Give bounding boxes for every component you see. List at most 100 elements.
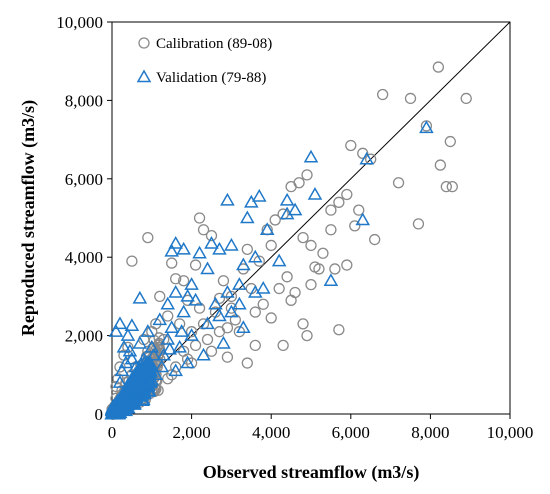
data-point (142, 231, 154, 244)
data-point (204, 235, 219, 249)
data-point (116, 390, 132, 404)
data-point (160, 296, 176, 310)
data-point (188, 292, 203, 306)
data-point (108, 324, 124, 337)
data-point (236, 320, 251, 334)
data-point (197, 224, 210, 236)
data-point (355, 212, 371, 226)
data-point (112, 316, 128, 330)
data-point (271, 253, 287, 267)
data-point (359, 151, 375, 165)
data-point (124, 371, 140, 384)
data-point (287, 202, 303, 216)
data-point (216, 335, 231, 349)
data-point (208, 296, 223, 310)
data-point (164, 320, 179, 334)
series-calibration (106, 61, 472, 420)
data-point (440, 180, 452, 193)
data-point (124, 351, 140, 365)
data-point (200, 316, 215, 330)
data-point (164, 243, 179, 257)
data-point (184, 277, 199, 290)
data-point (201, 333, 214, 346)
y-axis-title: Reproduced streamflow (m3/s) (18, 100, 39, 336)
data-point (124, 318, 140, 332)
data-point (265, 239, 277, 252)
legend-marker (136, 69, 152, 83)
data-point (114, 363, 130, 377)
data-point (333, 196, 345, 208)
data-point (205, 345, 218, 357)
data-point (162, 341, 178, 355)
data-point (241, 357, 253, 369)
data-point (329, 263, 341, 275)
data-point (104, 406, 120, 420)
data-point (138, 357, 154, 371)
data-point (341, 188, 353, 201)
data-point (168, 363, 183, 377)
data-point (205, 229, 218, 242)
data-point (244, 194, 259, 208)
data-point (193, 212, 206, 224)
x-tick-label: 10,000 (487, 423, 534, 442)
reference-line-group (111, 21, 511, 415)
data-point (333, 324, 345, 336)
data-point (297, 231, 309, 244)
data-point (240, 210, 255, 224)
x-tick-label: 2,000 (172, 423, 210, 442)
data-point (307, 186, 323, 200)
x-tick-label: 6,000 (332, 423, 370, 442)
data-point (229, 314, 242, 326)
data-point (168, 235, 183, 249)
data-point (132, 386, 148, 400)
plot-frame (111, 21, 511, 415)
data-point (285, 294, 297, 306)
data-point (162, 373, 174, 385)
data-point (110, 394, 126, 408)
y-tick-label: 8,000 (65, 91, 103, 110)
x-tick-label: 0 (108, 423, 117, 442)
data-point (112, 375, 128, 388)
data-point (273, 282, 285, 295)
data-point (212, 308, 227, 322)
data-point (224, 237, 239, 251)
data-point (189, 339, 202, 352)
data-point (255, 281, 271, 294)
data-point (154, 359, 170, 373)
data-point (162, 310, 174, 322)
data-point (357, 147, 369, 159)
x-axis-title: Observed streamflow (m3/s) (203, 462, 420, 483)
legend-label: Calibration (89-08) (156, 36, 272, 52)
data-point (153, 332, 165, 344)
y-tick-label: 2,000 (65, 327, 103, 346)
data-point (122, 343, 138, 357)
data-point (376, 88, 389, 101)
data-point (249, 306, 261, 318)
data-point (185, 326, 198, 338)
data-point (325, 204, 337, 216)
data-point (432, 61, 445, 73)
data-point (184, 328, 199, 341)
data-point (257, 298, 269, 310)
data-point (249, 339, 261, 352)
data-point (170, 273, 182, 285)
data-point (265, 312, 277, 324)
data-point (168, 284, 183, 298)
data-point (118, 355, 134, 369)
data-point (341, 259, 353, 271)
y-tick-label: 0 (95, 405, 104, 424)
x-tick-label: 4,000 (252, 423, 290, 442)
data-point (297, 318, 309, 330)
data-point (301, 169, 313, 181)
data-point (305, 239, 317, 252)
data-point (213, 292, 226, 305)
data-point (247, 249, 263, 263)
data-point (196, 347, 211, 361)
axes: 0 2,000 4,000 6,000 8,000 10,000 0 2,000 4,000 6,… (56, 13, 533, 442)
data-point (317, 247, 329, 259)
data-point (193, 302, 206, 314)
data-point (111, 402, 127, 416)
data-point (301, 329, 313, 342)
data-point (116, 339, 132, 353)
